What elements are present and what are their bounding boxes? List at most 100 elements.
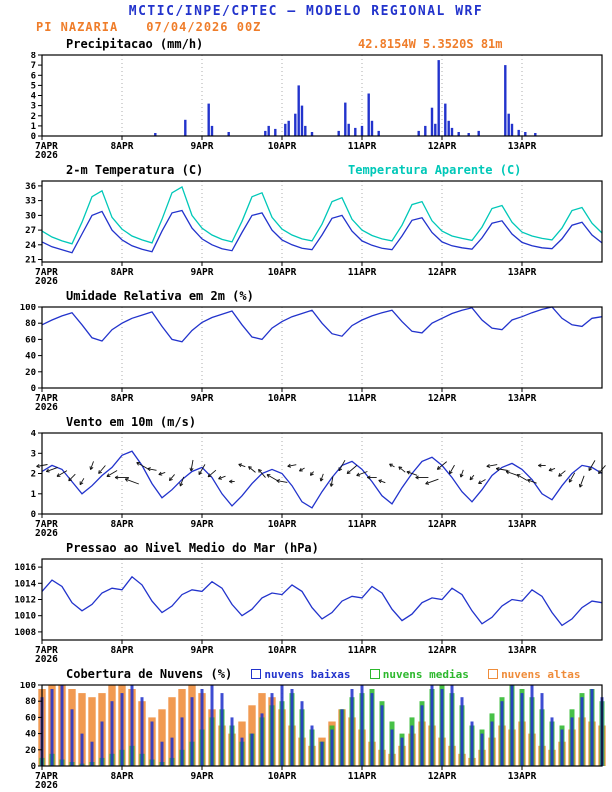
temperature-title: 2-m Temperatura (C) [66,163,204,177]
svg-text:7APR: 7APR [35,267,58,278]
svg-text:13APR: 13APR [508,519,537,530]
svg-text:33: 33 [25,197,36,207]
svg-text:12APR: 12APR [428,141,457,152]
svg-text:24: 24 [25,241,36,251]
svg-text:4: 4 [31,430,37,439]
svg-text:21: 21 [25,256,36,266]
svg-text:13APR: 13APR [508,267,537,278]
svg-text:60: 60 [25,713,36,723]
svg-text:7APR: 7APR [35,393,58,404]
panel-precipitation: Precipitacao (mm/h) 42.8154W 5.3520S 81m… [0,37,612,160]
svg-text:4: 4 [31,92,37,102]
svg-text:100: 100 [20,304,36,313]
svg-text:8APR: 8APR [111,519,134,530]
legend-low-clouds: nuvens baixas [251,668,351,681]
precipitation-title: Precipitacao (mm/h) [66,37,204,51]
svg-text:11APR: 11APR [348,519,377,530]
svg-text:1: 1 [31,122,36,132]
cloud-cover-title: Cobertura de Nuvens (%) [66,667,233,681]
run-datetime: 07/04/2026 00Z [146,20,262,34]
svg-text:11APR: 11APR [348,393,377,404]
svg-text:3: 3 [31,102,36,112]
svg-text:2026: 2026 [35,780,58,790]
wind-title: Vento em 10m (m/s) [66,415,197,429]
svg-text:80: 80 [25,697,36,707]
svg-text:3: 3 [31,449,36,459]
panel-wind-header: Vento em 10m (m/s) [0,415,612,430]
svg-text:2026: 2026 [35,402,58,412]
apparent-temperature-label: Temperatura Aparente (C) [348,163,522,177]
svg-text:10APR: 10APR [268,393,297,404]
svg-text:11APR: 11APR [348,267,377,278]
pressure-title: Pressao ao Nivel Medio do Mar (hPa) [66,541,319,555]
panel-temperature: 2-m Temperatura (C) Temperatura Aparente… [0,163,612,286]
svg-text:5: 5 [31,81,36,91]
svg-text:7APR: 7APR [35,141,58,152]
station-coordinates: 42.8154W 5.3520S 81m [358,37,503,51]
station-name: PI NAZARIA [36,20,119,34]
svg-text:6: 6 [31,71,36,81]
svg-text:40: 40 [25,730,36,740]
svg-text:1: 1 [31,490,36,500]
svg-text:30: 30 [25,211,36,221]
svg-text:10APR: 10APR [268,645,297,656]
svg-text:1016: 1016 [14,563,36,573]
page-title: MCTIC/INPE/CPTEC — MODELO REGIONAL WRF [128,4,484,19]
svg-text:12APR: 12APR [428,519,457,530]
svg-text:7APR: 7APR [35,771,58,782]
panel-wind: Vento em 10m (m/s) 0 1 2 3 4 7APR 2026 8APR 9APR… [0,415,612,538]
legend-high-clouds: nuvens altas [488,668,581,681]
panel-precipitation-header: Precipitacao (mm/h) 42.8154W 5.3520S 81m [0,37,612,52]
svg-text:1012: 1012 [14,596,36,606]
svg-text:20: 20 [25,746,36,756]
svg-text:2026: 2026 [35,654,58,664]
svg-text:12APR: 12APR [428,645,457,656]
svg-text:9APR: 9APR [191,141,214,152]
svg-text:12APR: 12APR [428,267,457,278]
high-clouds-swatch-icon [488,669,499,679]
svg-text:2026: 2026 [35,276,58,286]
svg-text:7APR: 7APR [35,645,58,656]
svg-text:11APR: 11APR [348,771,377,782]
svg-text:8: 8 [31,52,36,61]
panel-cloud-cover-header: Cobertura de Nuvens (%) nuvens baixas nu… [0,667,612,682]
panel-pressure-header: Pressao ao Nivel Medio do Mar (hPa) [0,541,612,556]
low-clouds-label: nuvens baixas [264,668,351,681]
panel-humidity-header: Umidade Relativa em 2m (%) [0,289,612,304]
svg-text:9APR: 9APR [191,519,214,530]
svg-text:8APR: 8APR [111,771,134,782]
svg-text:2: 2 [31,470,36,480]
svg-text:0: 0 [31,384,36,394]
svg-text:7APR: 7APR [35,519,58,530]
svg-text:27: 27 [25,226,36,236]
mid-clouds-label: nuvens medias [382,668,469,681]
svg-text:9APR: 9APR [191,267,214,278]
svg-text:9APR: 9APR [191,645,214,656]
svg-text:7: 7 [31,61,36,71]
svg-text:2: 2 [31,112,36,122]
mid-clouds-swatch-icon [369,669,380,679]
high-clouds-label: nuvens altas [501,668,581,681]
svg-text:12APR: 12APR [428,393,457,404]
svg-text:8APR: 8APR [111,393,134,404]
svg-text:8APR: 8APR [111,141,134,152]
svg-text:11APR: 11APR [348,645,377,656]
svg-text:80: 80 [25,319,36,329]
svg-text:10APR: 10APR [268,267,297,278]
svg-text:13APR: 13APR [508,771,537,782]
svg-text:10APR: 10APR [268,519,297,530]
panel-temperature-header: 2-m Temperatura (C) Temperatura Aparente… [0,163,612,178]
svg-text:40: 40 [25,352,36,362]
legend-mid-clouds: nuvens medias [369,668,469,681]
svg-text:60: 60 [25,335,36,345]
svg-text:10APR: 10APR [268,141,297,152]
svg-text:100: 100 [20,682,36,691]
humidity-title: Umidade Relativa em 2m (%) [66,289,254,303]
svg-text:0: 0 [31,762,36,772]
